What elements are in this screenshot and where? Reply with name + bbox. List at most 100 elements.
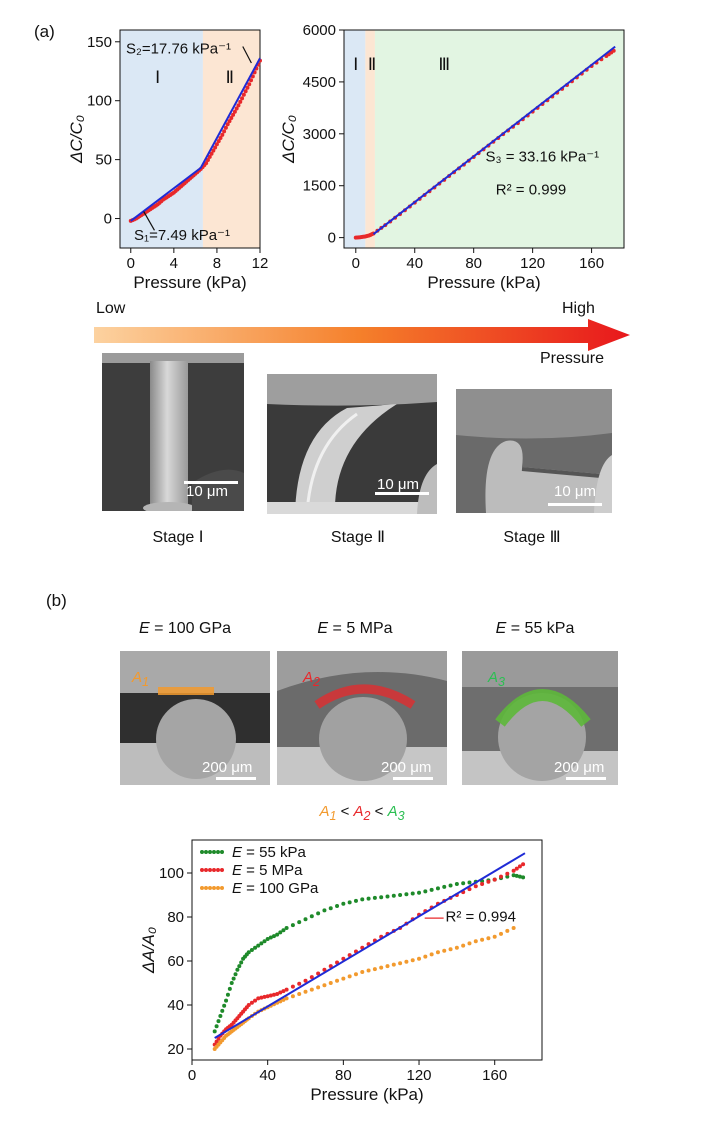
y-tick-label: 80 bbox=[167, 909, 184, 926]
x-tick-label: 160 bbox=[579, 255, 604, 272]
data-point bbox=[480, 882, 485, 886]
annotation-arrow-s2 bbox=[242, 46, 252, 64]
pressure-low-label: Low bbox=[96, 300, 126, 317]
pillar-bent-picture bbox=[267, 374, 437, 514]
data-point bbox=[218, 136, 223, 141]
data-point bbox=[461, 943, 466, 948]
data-point bbox=[240, 96, 245, 101]
region-1 bbox=[120, 30, 203, 248]
region-2 bbox=[365, 30, 375, 248]
data-point bbox=[229, 981, 234, 985]
x-tick-label: 40 bbox=[259, 1067, 276, 1084]
data-point bbox=[271, 934, 276, 939]
legend-marker bbox=[216, 850, 220, 854]
data-point bbox=[505, 874, 510, 879]
data-point bbox=[492, 877, 497, 882]
data-point bbox=[328, 981, 333, 985]
data-point bbox=[360, 970, 365, 974]
area-label-1: A1 bbox=[132, 669, 149, 689]
stage-2-caption: Stage Ⅱ bbox=[330, 529, 386, 546]
data-point bbox=[245, 85, 250, 90]
y-tick-label: 150 bbox=[87, 34, 112, 51]
data-point bbox=[316, 985, 321, 990]
annotation-arrow-s1 bbox=[143, 211, 155, 231]
scale-bar-label: 200 μm bbox=[554, 759, 605, 776]
data-point bbox=[229, 115, 234, 120]
data-point bbox=[297, 920, 302, 925]
legend-marker bbox=[220, 868, 224, 872]
pillar-upright-picture bbox=[102, 353, 244, 511]
data-point bbox=[521, 875, 526, 880]
annotation-r2: R² = 0.994 bbox=[446, 908, 516, 925]
data-point bbox=[243, 89, 248, 94]
data-point bbox=[517, 864, 522, 869]
data-point bbox=[227, 986, 232, 991]
data-point bbox=[499, 874, 504, 879]
data-point bbox=[385, 894, 390, 899]
data-point bbox=[379, 965, 384, 970]
data-point bbox=[435, 886, 440, 891]
legend-marker bbox=[212, 850, 216, 854]
y-tick-label: 0 bbox=[104, 211, 112, 228]
data-point bbox=[511, 926, 516, 930]
data-point bbox=[238, 99, 243, 104]
data-point bbox=[480, 937, 485, 942]
data-point bbox=[214, 1024, 219, 1029]
scale-bar-line bbox=[566, 777, 606, 780]
data-point bbox=[309, 987, 314, 992]
data-point bbox=[316, 971, 321, 976]
data-point bbox=[233, 972, 238, 977]
plot-frame bbox=[191, 839, 543, 1061]
data-point bbox=[297, 992, 302, 996]
data-point bbox=[505, 928, 510, 933]
data-point bbox=[514, 866, 519, 871]
data-point bbox=[249, 78, 254, 83]
data-point bbox=[231, 112, 236, 117]
data-point bbox=[467, 880, 472, 885]
data-point bbox=[303, 989, 308, 994]
data-point bbox=[435, 950, 440, 955]
data-point bbox=[448, 947, 453, 952]
contact-rigid-picture bbox=[120, 651, 270, 785]
annotation-s2: S₂=17.76 kPa⁻¹ bbox=[126, 41, 231, 58]
data-point bbox=[214, 142, 219, 147]
x-tick-label: 12 bbox=[252, 255, 269, 272]
pressure-high-label: High bbox=[562, 300, 595, 317]
x-tick-label: 80 bbox=[465, 255, 482, 272]
data-point bbox=[214, 1039, 219, 1044]
modulus-label-3: E = 55 kPa bbox=[495, 620, 575, 637]
x-tick-label: 160 bbox=[482, 1067, 507, 1084]
data-point bbox=[290, 984, 295, 989]
data-point bbox=[211, 148, 216, 153]
data-point bbox=[423, 954, 428, 959]
scale-bar-label: 10 μm bbox=[377, 476, 419, 493]
data-point bbox=[224, 998, 229, 1003]
x-tick-label: 40 bbox=[406, 255, 423, 272]
y-axis-label: ΔA/A₀ bbox=[139, 927, 158, 974]
y-tick-label: 50 bbox=[95, 152, 112, 169]
data-point bbox=[253, 945, 258, 950]
data-point bbox=[454, 945, 459, 950]
data-point bbox=[398, 893, 403, 897]
chart-contact-area: 0 40 80 120 160 20 40 60 80 100 Pressure (kPa) ΔA/A… bbox=[139, 839, 543, 1104]
data-point bbox=[486, 879, 491, 884]
data-point bbox=[241, 92, 246, 97]
data-point bbox=[284, 996, 289, 1001]
data-point bbox=[249, 1000, 254, 1005]
legend-entry: E = 100 GPa bbox=[232, 880, 319, 897]
y-tick-label: 60 bbox=[167, 953, 184, 970]
x-tick-label: 4 bbox=[170, 255, 178, 272]
scale-bar-line bbox=[216, 777, 256, 780]
data-point bbox=[278, 930, 283, 935]
fit-line bbox=[372, 45, 616, 235]
scale-bar-line bbox=[393, 777, 433, 780]
chart-capacitance-low-range: 0 4 8 12 0 50 100 150 Pressure (kPa) ΔC/C₀ Ⅰ Ⅱ S₂=17… bbox=[70, 29, 269, 292]
data-point bbox=[429, 887, 434, 892]
data-point bbox=[353, 972, 358, 977]
data-point bbox=[429, 952, 434, 957]
legend-marker bbox=[200, 850, 204, 854]
data-point bbox=[366, 896, 371, 901]
region-label-3: Ⅲ bbox=[438, 55, 450, 74]
data-point bbox=[391, 962, 396, 967]
scale-bar-line bbox=[184, 481, 238, 484]
